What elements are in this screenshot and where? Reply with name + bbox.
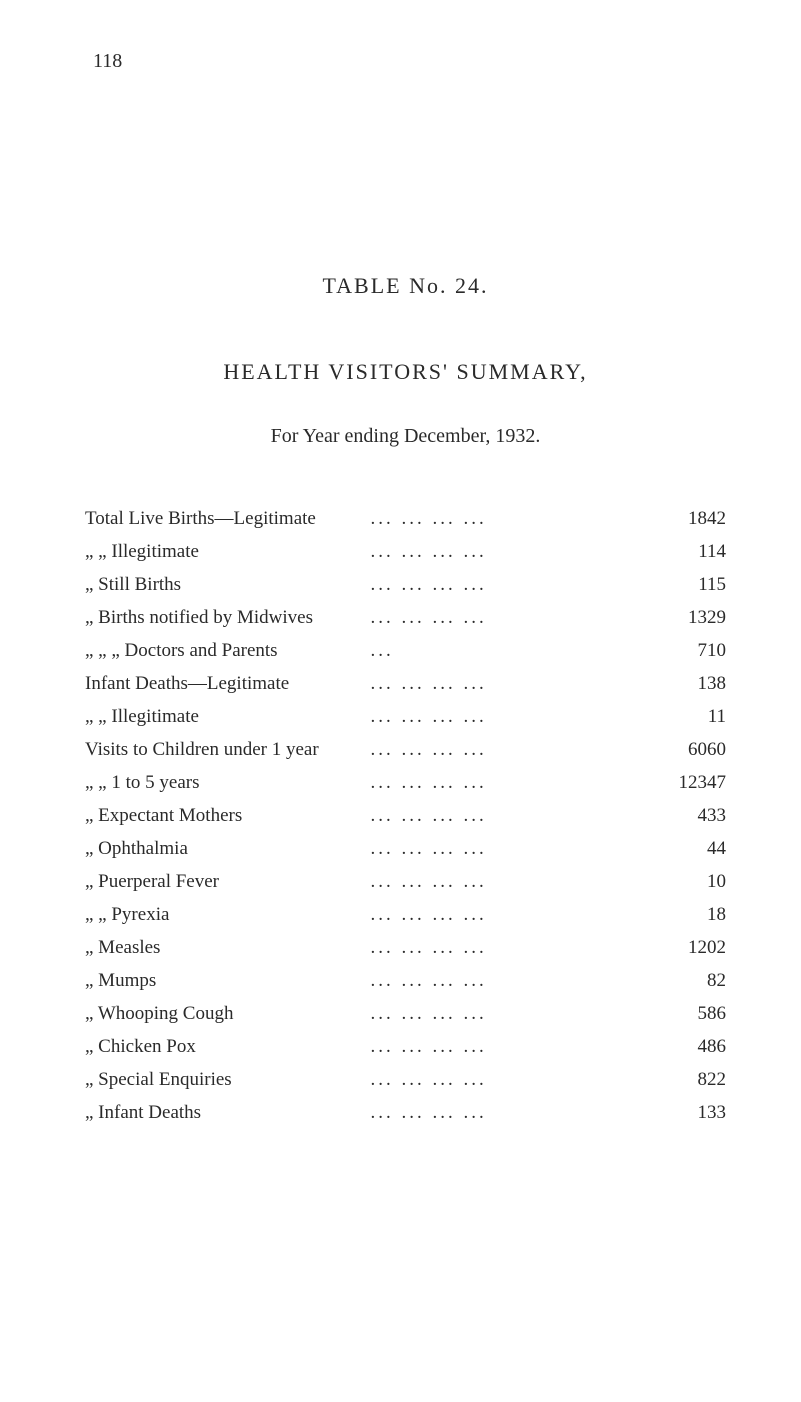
row-label: Infant Deaths—Legitimate — [85, 673, 361, 695]
table-row: „ Whooping Cough ... ... ... ... 586 — [85, 1003, 726, 1025]
dot-leader: ... — [361, 640, 657, 662]
row-value: 133 — [656, 1102, 726, 1124]
table-row: „ Births notified by Midwives ... ... ..… — [85, 607, 726, 629]
row-label: Visits to Children under 1 year — [85, 739, 361, 761]
dot-leader: ... ... ... ... — [361, 1102, 657, 1124]
table-row: Infant Deaths—Legitimate ... ... ... ...… — [85, 673, 726, 695]
row-label: „ „ Pyrexia — [85, 904, 361, 926]
row-label: „ „ „ Doctors and Parents — [85, 640, 361, 662]
row-label: „ Infant Deaths — [85, 1102, 361, 1124]
table-row: „ Special Enquiries ... ... ... ... 822 — [85, 1069, 726, 1091]
dot-leader: ... ... ... ... — [361, 574, 657, 596]
dot-leader: ... ... ... ... — [361, 1036, 657, 1058]
dot-leader: ... ... ... ... — [361, 904, 657, 926]
row-value: 138 — [656, 673, 726, 695]
summary-table: Total Live Births—Legitimate ... ... ...… — [85, 508, 726, 1124]
dot-leader: ... ... ... ... — [361, 673, 657, 695]
dot-leader: ... ... ... ... — [361, 739, 657, 761]
row-label: „ Mumps — [85, 970, 361, 992]
table-row: „ „ Illegitimate ... ... ... ... 114 — [85, 541, 726, 563]
row-value: 82 — [656, 970, 726, 992]
dot-leader: ... ... ... ... — [361, 508, 657, 530]
row-value: 114 — [656, 541, 726, 563]
table-row: Visits to Children under 1 year ... ... … — [85, 739, 726, 761]
row-label: „ „ Illegitimate — [85, 541, 361, 563]
dot-leader: ... ... ... ... — [361, 706, 657, 728]
row-value: 18 — [656, 904, 726, 926]
row-label: „ Special Enquiries — [85, 1069, 361, 1091]
row-value: 115 — [656, 574, 726, 596]
row-value: 10 — [656, 871, 726, 893]
row-value: 12347 — [656, 772, 726, 794]
row-value: 586 — [656, 1003, 726, 1025]
table-row: „ „ Pyrexia ... ... ... ... 18 — [85, 904, 726, 926]
dot-leader: ... ... ... ... — [361, 871, 657, 893]
row-value: 11 — [656, 706, 726, 728]
row-value: 486 — [656, 1036, 726, 1058]
row-value: 44 — [656, 838, 726, 860]
dot-leader: ... ... ... ... — [361, 541, 657, 563]
table-row: „ „ Illegitimate ... ... ... ... 11 — [85, 706, 726, 728]
row-label: „ Whooping Cough — [85, 1003, 361, 1025]
main-heading: HEALTH VISITORS' SUMMARY, — [85, 359, 726, 385]
table-row: „ Still Births ... ... ... ... 115 — [85, 574, 726, 596]
table-row: „ Ophthalmia ... ... ... ... 44 — [85, 838, 726, 860]
row-label: „ Chicken Pox — [85, 1036, 361, 1058]
row-label: „ Puerperal Fever — [85, 871, 361, 893]
row-value: 710 — [656, 640, 726, 662]
row-label: „ Expectant Mothers — [85, 805, 361, 827]
dot-leader: ... ... ... ... — [361, 607, 657, 629]
table-row: „ Puerperal Fever ... ... ... ... 10 — [85, 871, 726, 893]
dot-leader: ... ... ... ... — [361, 805, 657, 827]
row-value: 433 — [656, 805, 726, 827]
row-label: „ Ophthalmia — [85, 838, 361, 860]
dot-leader: ... ... ... ... — [361, 1003, 657, 1025]
table-heading: TABLE No. 24. — [85, 273, 726, 299]
page-number: 118 — [93, 50, 726, 73]
dot-leader: ... ... ... ... — [361, 1069, 657, 1091]
dot-leader: ... ... ... ... — [361, 838, 657, 860]
row-label: „ „ Illegitimate — [85, 706, 361, 728]
row-label: „ Births notified by Midwives — [85, 607, 361, 629]
table-row: „ Mumps ... ... ... ... 82 — [85, 970, 726, 992]
table-row: „ „ 1 to 5 years ... ... ... ... 12347 — [85, 772, 726, 794]
table-row: „ Expectant Mothers ... ... ... ... 433 — [85, 805, 726, 827]
row-label: „ Measles — [85, 937, 361, 959]
row-value: 1329 — [656, 607, 726, 629]
row-value: 822 — [656, 1069, 726, 1091]
row-label: „ Still Births — [85, 574, 361, 596]
dot-leader: ... ... ... ... — [361, 937, 657, 959]
row-label: Total Live Births—Legitimate — [85, 508, 361, 530]
table-row: „ „ „ Doctors and Parents ... 710 — [85, 640, 726, 662]
table-row: Total Live Births—Legitimate ... ... ...… — [85, 508, 726, 530]
row-label: „ „ 1 to 5 years — [85, 772, 361, 794]
row-value: 1842 — [656, 508, 726, 530]
table-row: „ Measles ... ... ... ... 1202 — [85, 937, 726, 959]
dot-leader: ... ... ... ... — [361, 970, 657, 992]
row-value: 6060 — [656, 739, 726, 761]
table-row: „ Chicken Pox ... ... ... ... 486 — [85, 1036, 726, 1058]
table-row: „ Infant Deaths ... ... ... ... 133 — [85, 1102, 726, 1124]
row-value: 1202 — [656, 937, 726, 959]
dot-leader: ... ... ... ... — [361, 772, 657, 794]
sub-heading: For Year ending December, 1932. — [85, 425, 726, 448]
